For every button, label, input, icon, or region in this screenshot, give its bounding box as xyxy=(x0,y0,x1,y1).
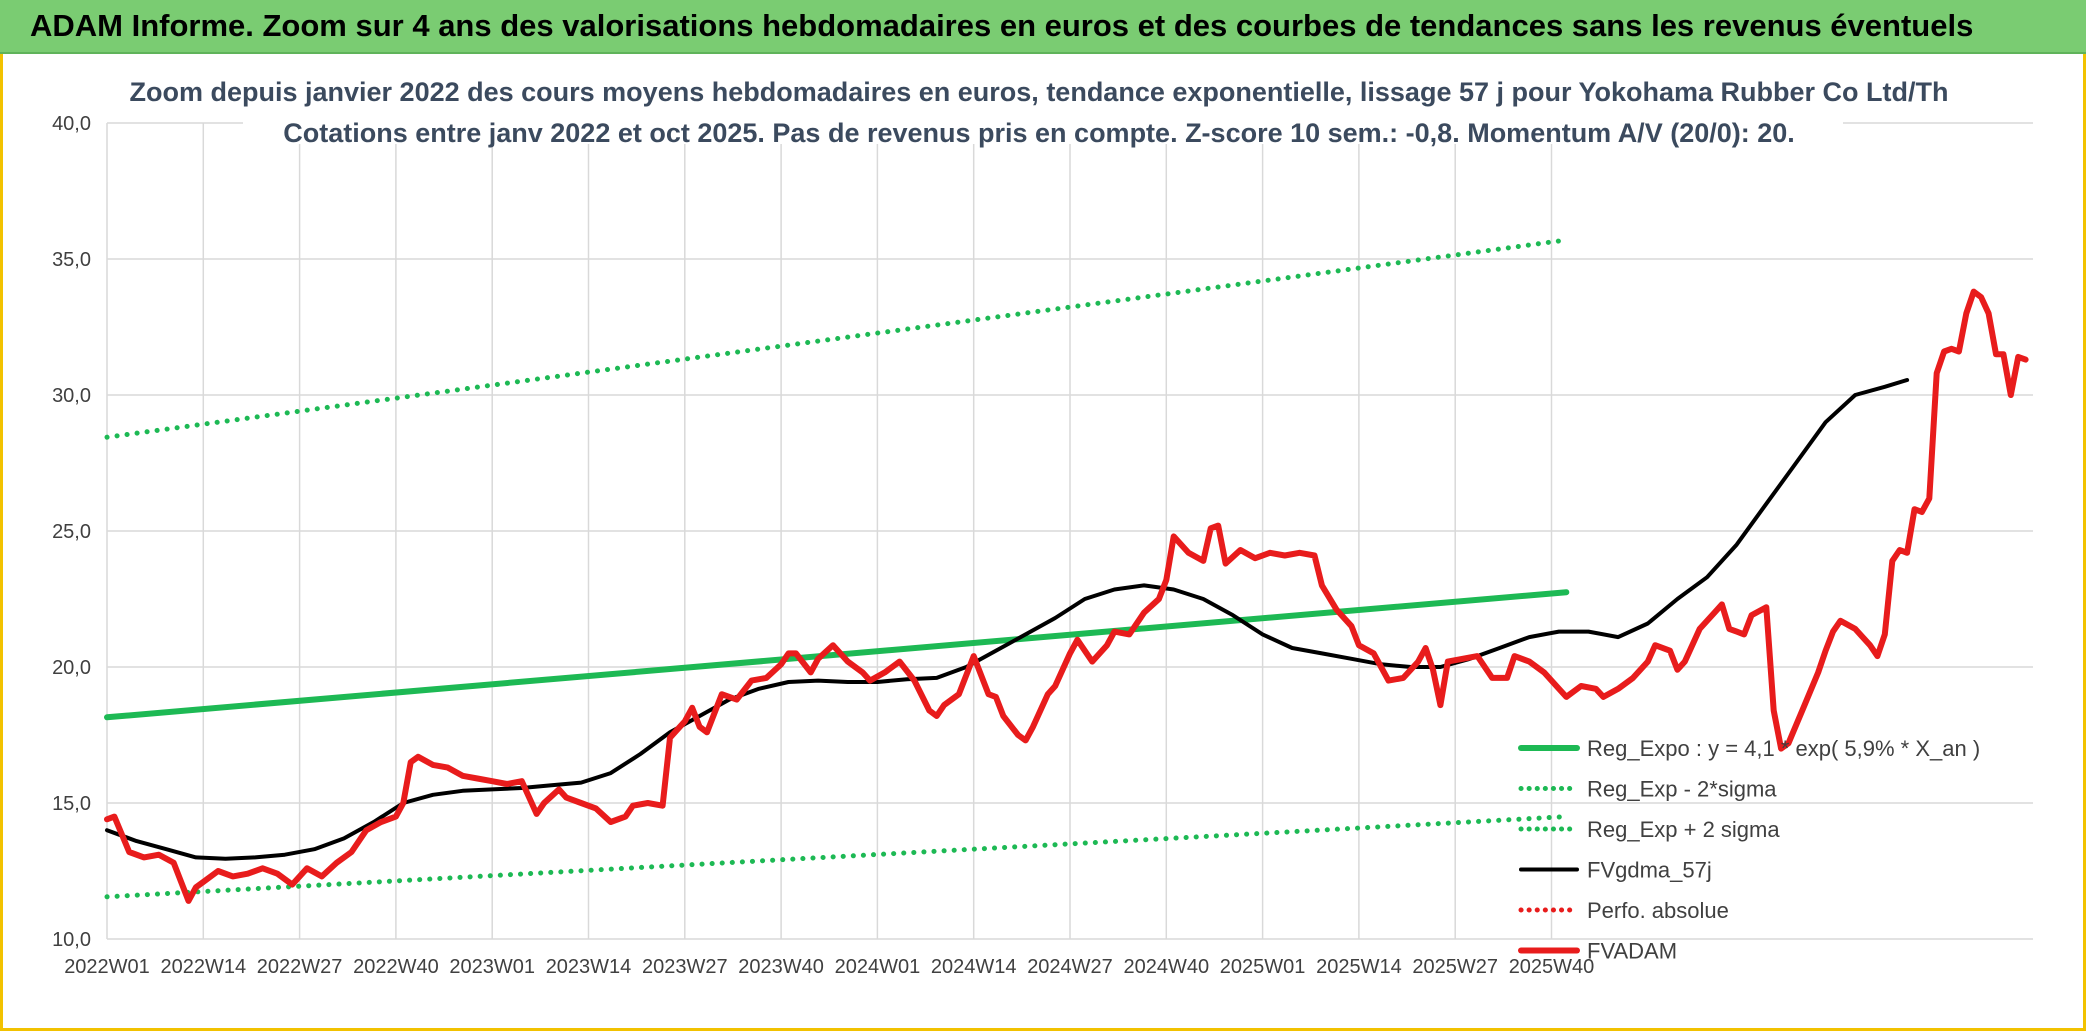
x-tick-label: 2022W40 xyxy=(353,956,439,978)
x-tick-label: 2025W14 xyxy=(1316,956,1402,978)
y-tick-label: 30,0 xyxy=(52,385,91,407)
x-tick-label: 2023W40 xyxy=(738,956,824,978)
x-tick-label: 2023W27 xyxy=(642,956,728,978)
x-tick-label: 2024W01 xyxy=(835,956,921,978)
y-tick-label: 20,0 xyxy=(52,657,91,679)
x-tick-label: 2025W01 xyxy=(1220,956,1306,978)
series-line-3 xyxy=(105,378,1910,861)
chart-legend: Reg_Expo : y = 4,1 * exp( 5,9% * X_an ) R… xyxy=(1518,736,1980,964)
legend-label: Reg_Exp + 2 sigma xyxy=(1587,817,1780,842)
chart-frame: 10,0 15,0 20,0 25,0 30,0 35,0 40,0 2022W01 2022… xyxy=(0,54,2086,1031)
y-tick-label: 10,0 xyxy=(52,929,91,951)
y-tick-label: 35,0 xyxy=(52,249,91,271)
x-tick-label: 2023W14 xyxy=(546,956,632,978)
legend-label: Perfo. absolue xyxy=(1587,898,1729,923)
x-tick-label: 2023W01 xyxy=(449,956,535,978)
series-line-5 xyxy=(104,288,2029,904)
y-axis-tick-labels: 10,0 15,0 20,0 25,0 30,0 35,0 40,0 xyxy=(52,113,91,951)
series-line-1 xyxy=(104,814,1569,900)
y-tick-label: 40,0 xyxy=(52,113,91,135)
y-tick-label: 15,0 xyxy=(52,793,91,815)
x-tick-label: 2024W14 xyxy=(931,956,1017,978)
x-tick-label: 2022W01 xyxy=(64,956,150,978)
chart-series xyxy=(104,237,2029,904)
report-title: ADAM Informe. Zoom sur 4 ans des valoris… xyxy=(30,8,1974,43)
series-line-0 xyxy=(104,589,1570,721)
series-line-2 xyxy=(104,237,1569,440)
chart-title-line2: Cotations entre janv 2022 et oct 2025. P… xyxy=(283,118,1795,148)
legend-label: Reg_Expo : y = 4,1 * exp( 5,9% * X_an ) xyxy=(1587,736,1980,761)
legend-label: FVADAM xyxy=(1587,939,1677,964)
x-tick-label: 2024W27 xyxy=(1027,956,1113,978)
title-background xyxy=(243,64,1843,144)
legend-label: Reg_Exp - 2*sigma xyxy=(1587,777,1777,802)
legend-label: FVgdma_57j xyxy=(1587,858,1712,883)
x-tick-label: 2025W27 xyxy=(1412,956,1498,978)
line-chart: 10,015,020,025,030,035,040,0 2022W01 2022… xyxy=(52,64,2033,978)
x-tick-label: 2025W40 xyxy=(1509,956,1595,978)
report-banner: ADAM Informe. Zoom sur 4 ans des valoris… xyxy=(0,0,2086,54)
chart-title-line1: Zoom depuis janvier 2022 des cours moyen… xyxy=(130,77,1949,107)
x-tick-label: 2022W14 xyxy=(160,956,246,978)
chart-grid xyxy=(106,122,2033,940)
x-axis-tick-labels: 2022W01 2022W14 2022W27 2022W40 2023W01 2023W… xyxy=(64,956,1594,978)
y-tick-label: 25,0 xyxy=(52,521,91,543)
x-tick-label: 2024W40 xyxy=(1123,956,1209,978)
x-tick-label: 2022W27 xyxy=(257,956,343,978)
